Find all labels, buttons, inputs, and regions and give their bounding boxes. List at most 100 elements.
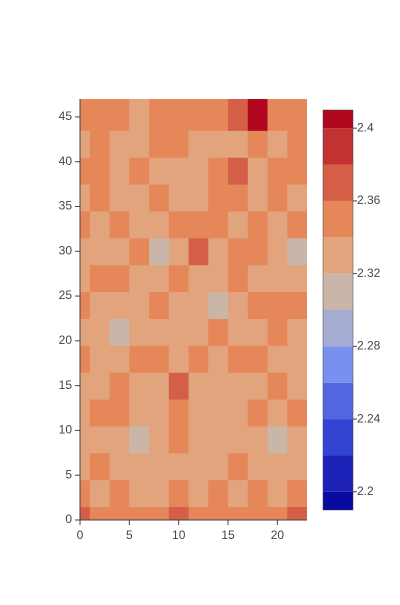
contour-cell bbox=[247, 99, 269, 131]
contour-cell bbox=[89, 399, 111, 427]
contour-cell bbox=[80, 184, 91, 212]
contour-cell bbox=[149, 99, 170, 131]
colorbar-tick-label: 2.4 bbox=[357, 120, 374, 134]
contour-cell bbox=[168, 210, 190, 239]
contour-cell bbox=[168, 372, 190, 400]
contour-cell bbox=[228, 264, 249, 293]
contour-cell bbox=[168, 318, 190, 346]
contour-cell bbox=[109, 318, 130, 346]
contour-cell bbox=[80, 291, 91, 319]
contour-cell bbox=[188, 184, 209, 212]
contour-cell bbox=[129, 399, 150, 427]
contour-cell bbox=[188, 99, 209, 131]
contour-cell bbox=[80, 237, 91, 266]
contour-cell bbox=[228, 506, 249, 520]
contour-cell bbox=[80, 210, 91, 239]
contour-cell bbox=[89, 130, 111, 158]
x-tick-label: 5 bbox=[126, 528, 133, 542]
contour-cell bbox=[247, 130, 269, 158]
colorbar-band bbox=[323, 110, 353, 129]
contour-cell bbox=[267, 184, 288, 212]
contour-cell bbox=[267, 425, 288, 454]
contour-cell bbox=[247, 237, 269, 266]
contour-cell bbox=[89, 506, 111, 520]
contour-cell bbox=[208, 157, 229, 185]
contour-cell bbox=[208, 318, 229, 346]
colorbar-band bbox=[323, 491, 353, 510]
contour-cell bbox=[89, 345, 111, 373]
colorbar-frame bbox=[322, 109, 354, 511]
contour-cell bbox=[129, 345, 150, 373]
contour-cell bbox=[168, 506, 190, 520]
y-tick-label: 10 bbox=[59, 423, 73, 437]
contour-cell bbox=[89, 291, 111, 319]
contour-cell bbox=[188, 264, 209, 293]
contour-cell bbox=[208, 210, 229, 239]
contour-cell bbox=[168, 237, 190, 266]
contour-cell bbox=[168, 264, 190, 293]
contour-cell bbox=[149, 130, 170, 158]
contour-cell bbox=[247, 452, 269, 481]
y-tick-label: 25 bbox=[59, 288, 73, 302]
contour-cell bbox=[89, 372, 111, 400]
x-tick-label: 20 bbox=[271, 528, 285, 542]
contour-cell bbox=[208, 345, 229, 373]
contour-cell bbox=[80, 130, 91, 158]
contour-cell bbox=[89, 157, 111, 185]
contour-cell bbox=[89, 99, 111, 131]
colorbar-band bbox=[323, 128, 353, 165]
contour-cell bbox=[89, 479, 111, 508]
contour-cell bbox=[89, 184, 111, 212]
contour-cell bbox=[208, 399, 229, 427]
y-tick-label: 0 bbox=[65, 512, 72, 526]
contour-cell bbox=[208, 130, 229, 158]
contour-cell bbox=[188, 506, 209, 520]
contour-cell bbox=[109, 130, 130, 158]
contour-cell bbox=[168, 291, 190, 319]
contour-cell bbox=[129, 130, 150, 158]
contour-cell bbox=[228, 399, 249, 427]
colorbar-band bbox=[323, 455, 353, 492]
contour-cell bbox=[208, 506, 229, 520]
contour-cell bbox=[80, 345, 91, 373]
contour-cell bbox=[188, 345, 209, 373]
contour-cell bbox=[129, 99, 150, 131]
contour-cell bbox=[247, 264, 269, 293]
colorbar-band bbox=[323, 200, 353, 238]
colorbar-tick-label: 2.32 bbox=[357, 266, 381, 280]
contour-cell bbox=[149, 399, 170, 427]
contour-cell bbox=[247, 318, 269, 346]
contour-cell bbox=[267, 264, 288, 293]
contour-cell bbox=[149, 506, 170, 520]
contour-cell bbox=[168, 452, 190, 481]
contour-cell bbox=[287, 399, 307, 427]
contour-cell bbox=[149, 184, 170, 212]
contour-cell bbox=[89, 425, 111, 454]
contour-cell bbox=[109, 184, 130, 212]
contour-cell bbox=[149, 157, 170, 185]
contour-cell bbox=[188, 399, 209, 427]
colorbar-tick-label: 2.24 bbox=[357, 411, 381, 425]
contour-cell bbox=[149, 291, 170, 319]
y-tick-label: 5 bbox=[65, 467, 72, 481]
contour-cell bbox=[168, 479, 190, 508]
contour-cell bbox=[247, 506, 269, 520]
contour-cell bbox=[109, 425, 130, 454]
colorbar-band bbox=[323, 273, 353, 310]
contour-cell bbox=[228, 452, 249, 481]
y-tick-label: 40 bbox=[59, 154, 73, 168]
contour-cell bbox=[287, 99, 307, 131]
contour-cell bbox=[247, 184, 269, 212]
contour-cell bbox=[287, 452, 307, 481]
contour-cell bbox=[80, 157, 91, 185]
contour-cell bbox=[188, 425, 209, 454]
contour-cell bbox=[228, 425, 249, 454]
contour-cell bbox=[149, 479, 170, 508]
x-tick-label: 10 bbox=[172, 528, 186, 542]
contour-cell bbox=[89, 452, 111, 481]
contour-cell bbox=[267, 318, 288, 346]
contour-cell bbox=[287, 130, 307, 158]
contour-cell bbox=[80, 372, 91, 400]
contour-cell bbox=[228, 157, 249, 185]
